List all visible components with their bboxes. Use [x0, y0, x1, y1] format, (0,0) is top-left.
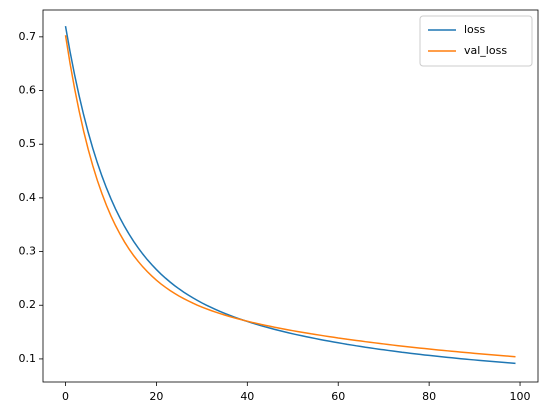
x-tick-label: 60 — [331, 390, 345, 403]
x-tick-label: 100 — [510, 390, 531, 403]
legend-label: val_loss — [464, 44, 507, 57]
x-tick-label: 40 — [240, 390, 254, 403]
x-tick-label: 0 — [62, 390, 69, 403]
line-series — [64, 35, 516, 358]
x-tick-label: 20 — [149, 390, 163, 403]
legend-label: loss — [464, 23, 486, 36]
x-tick-label: 80 — [422, 390, 436, 403]
line-series — [64, 25, 516, 365]
y-tick-label: 0.7 — [19, 30, 37, 43]
y-tick-label: 0.5 — [19, 137, 37, 150]
y-tick-label: 0.2 — [19, 298, 37, 311]
y-tick-label: 0.1 — [19, 352, 37, 365]
y-tick-label: 0.3 — [19, 245, 37, 258]
axes-frame — [42, 9, 539, 383]
y-tick-label: 0.4 — [19, 191, 37, 204]
legend-box — [419, 15, 533, 67]
y-tick-label: 0.6 — [19, 84, 37, 97]
